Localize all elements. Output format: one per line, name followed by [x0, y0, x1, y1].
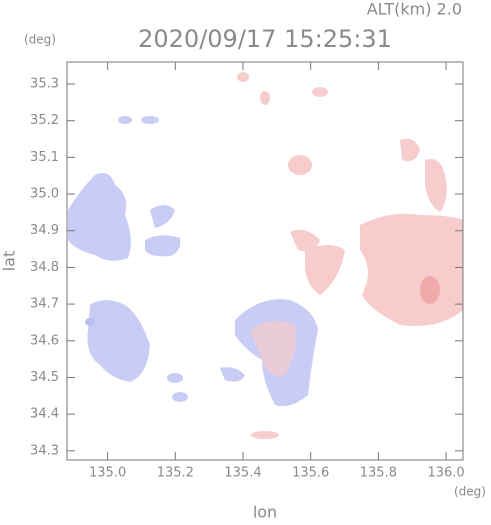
y-tick-label: 34.3	[30, 443, 59, 458]
y-tick-label: 34.4	[30, 407, 59, 422]
y-tick-label: 35.1	[30, 150, 59, 165]
x-tick-label: 136.0	[427, 466, 464, 481]
y-tick-label: 35.2	[30, 113, 59, 128]
y-unit: (deg)	[24, 33, 56, 47]
echoes	[68, 72, 463, 439]
x-axis-label: lon	[253, 503, 277, 522]
y-tick-label: 35.0	[30, 187, 59, 202]
y-tick-label: 34.5	[30, 370, 59, 385]
x-tick-label: 135.0	[89, 466, 126, 481]
x-tick-label: 135.2	[157, 466, 194, 481]
y-tick-label: 34.8	[30, 260, 59, 275]
y-tick-label: 35.3	[30, 77, 59, 92]
y-tick-label: 34.7	[30, 297, 59, 312]
y-tick-label: 34.6	[30, 333, 59, 348]
x-tick-label: 135.4	[224, 466, 261, 481]
x-tick-label: 135.6	[292, 466, 329, 481]
x-tick-label: 135.8	[360, 466, 397, 481]
x-unit: (deg)	[454, 485, 486, 499]
altitude-label: ALT(km) 2.0	[367, 0, 462, 19]
y-tick-label: 34.9	[30, 223, 59, 238]
chart-title: 2020/09/17 15:25:31	[138, 25, 392, 53]
y-axis-label: lat	[0, 251, 19, 272]
plot-frame	[66, 61, 464, 461]
